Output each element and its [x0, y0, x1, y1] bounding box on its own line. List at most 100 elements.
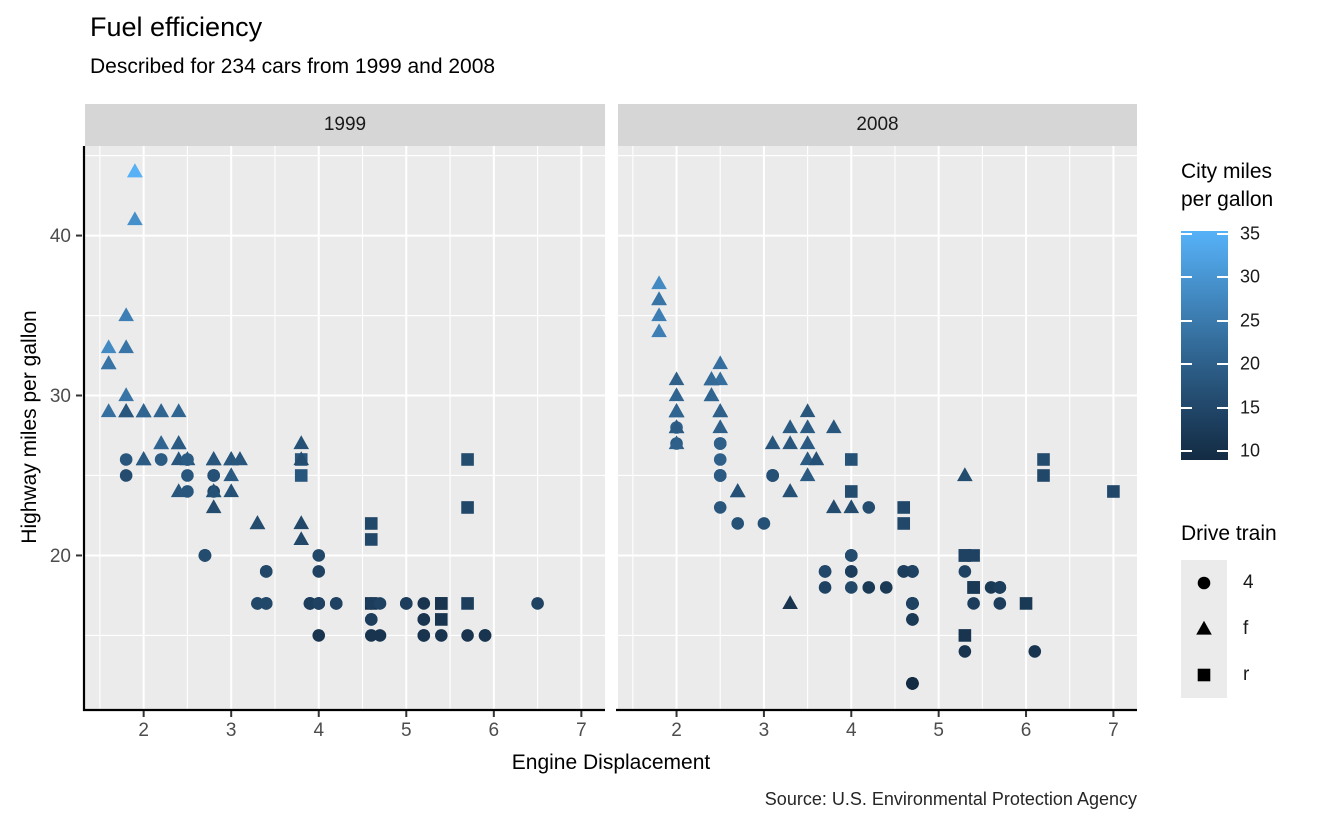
data-point: [958, 645, 972, 658]
data-point: [818, 565, 832, 578]
data-point: [1037, 453, 1050, 466]
data-point: [119, 453, 133, 466]
data-point: [417, 613, 431, 626]
colorbar-gradient: [1181, 231, 1228, 460]
data-point: [1037, 469, 1050, 482]
data-point: [135, 403, 152, 418]
data-point: [967, 597, 980, 610]
data-point: [118, 403, 134, 418]
chart-title: Fuel efficiency: [90, 12, 263, 42]
x-axis-tick-label: 5: [933, 720, 944, 741]
data-point: [731, 517, 745, 530]
data-point: [651, 275, 667, 290]
data-point: [434, 629, 448, 642]
triangle-glyph: [1196, 620, 1212, 635]
triangle-icon: [1196, 620, 1212, 635]
data-point: [668, 435, 685, 450]
data-point: [1107, 485, 1120, 498]
data-point: [799, 403, 816, 418]
data-point: [461, 629, 474, 642]
data-point: [668, 403, 685, 418]
data-point: [434, 613, 448, 626]
x-axis-tick-label: 7: [576, 720, 587, 741]
colorbar-tick: [1217, 232, 1228, 235]
y-axis-tick-label: 40: [50, 226, 71, 247]
circle-icon: [1197, 576, 1211, 590]
data-point: [879, 581, 893, 594]
data-point: [461, 453, 474, 466]
data-point: [782, 483, 798, 498]
data-point: [364, 533, 378, 546]
data-point: [205, 451, 222, 466]
data-point: [1028, 645, 1042, 658]
colorbar-title: City miles per gallon: [1181, 158, 1273, 214]
data-point: [808, 451, 825, 466]
data-point: [531, 597, 544, 610]
facet-strip-label: 1999: [323, 114, 367, 135]
colorbar-tick-label: 25: [1240, 310, 1261, 331]
data-point: [897, 565, 911, 578]
data-point: [170, 435, 187, 450]
data-point: [712, 355, 729, 370]
data-point: [364, 517, 378, 530]
x-axis-tick-label: 5: [401, 720, 412, 741]
data-point: [118, 307, 134, 322]
data-point: [293, 515, 310, 530]
data-point: [826, 419, 842, 434]
data-point: [844, 453, 858, 466]
data-point: [906, 613, 919, 626]
data-point: [862, 581, 876, 594]
colorbar-title-line1: City miles: [1181, 160, 1273, 183]
data-point: [703, 387, 720, 402]
x-axis-title: Engine Displacement: [511, 751, 711, 774]
data-point: [843, 499, 860, 514]
data-point: [100, 339, 117, 354]
data-point: [957, 467, 973, 482]
data-point: [205, 483, 222, 498]
data-point: [993, 597, 1007, 610]
x-axis-tick-label: 2: [671, 720, 682, 741]
legend-key-label-f: f: [1243, 618, 1249, 639]
data-point: [713, 437, 727, 450]
data-point: [651, 307, 667, 322]
x-axis-tick-label: 4: [846, 720, 857, 741]
data-point: [399, 597, 413, 610]
data-point: [461, 597, 474, 610]
colorbar-tick: [1217, 450, 1228, 453]
data-point: [818, 581, 832, 594]
data-point: [799, 419, 816, 434]
colorbar-tick-label: 20: [1240, 353, 1261, 374]
data-point: [862, 501, 876, 514]
data-point: [668, 387, 685, 402]
colorbar-tick-label: 15: [1240, 397, 1261, 418]
data-point: [100, 355, 117, 370]
colorbar-tick-label: 35: [1240, 223, 1261, 244]
data-point: [153, 403, 169, 418]
data-point: [799, 435, 816, 450]
data-point: [119, 469, 133, 482]
data-point: [127, 211, 143, 226]
data-point: [713, 453, 727, 466]
data-point: [329, 597, 343, 610]
data-point: [207, 469, 220, 482]
data-point: [170, 403, 187, 418]
data-point: [312, 597, 326, 610]
colorbar-title-line2: per gallon: [1181, 188, 1274, 211]
x-axis-tick-label: 7: [1108, 720, 1119, 741]
data-point: [249, 515, 266, 530]
data-point: [713, 501, 727, 514]
square-glyph: [1197, 668, 1211, 682]
chart-subtitle: Described for 234 cars from 1999 and 200…: [90, 55, 496, 78]
panel-background: [618, 146, 1137, 709]
panel-background: [85, 146, 605, 709]
data-point: [312, 565, 326, 578]
data-point: [782, 435, 798, 450]
facet-strip-2008: 2008: [618, 104, 1137, 146]
data-point: [906, 565, 919, 578]
data-point: [223, 467, 239, 482]
data-point: [782, 419, 798, 434]
facet-strip-label: 2008: [856, 114, 899, 135]
data-point: [181, 485, 194, 498]
data-point: [712, 419, 729, 434]
